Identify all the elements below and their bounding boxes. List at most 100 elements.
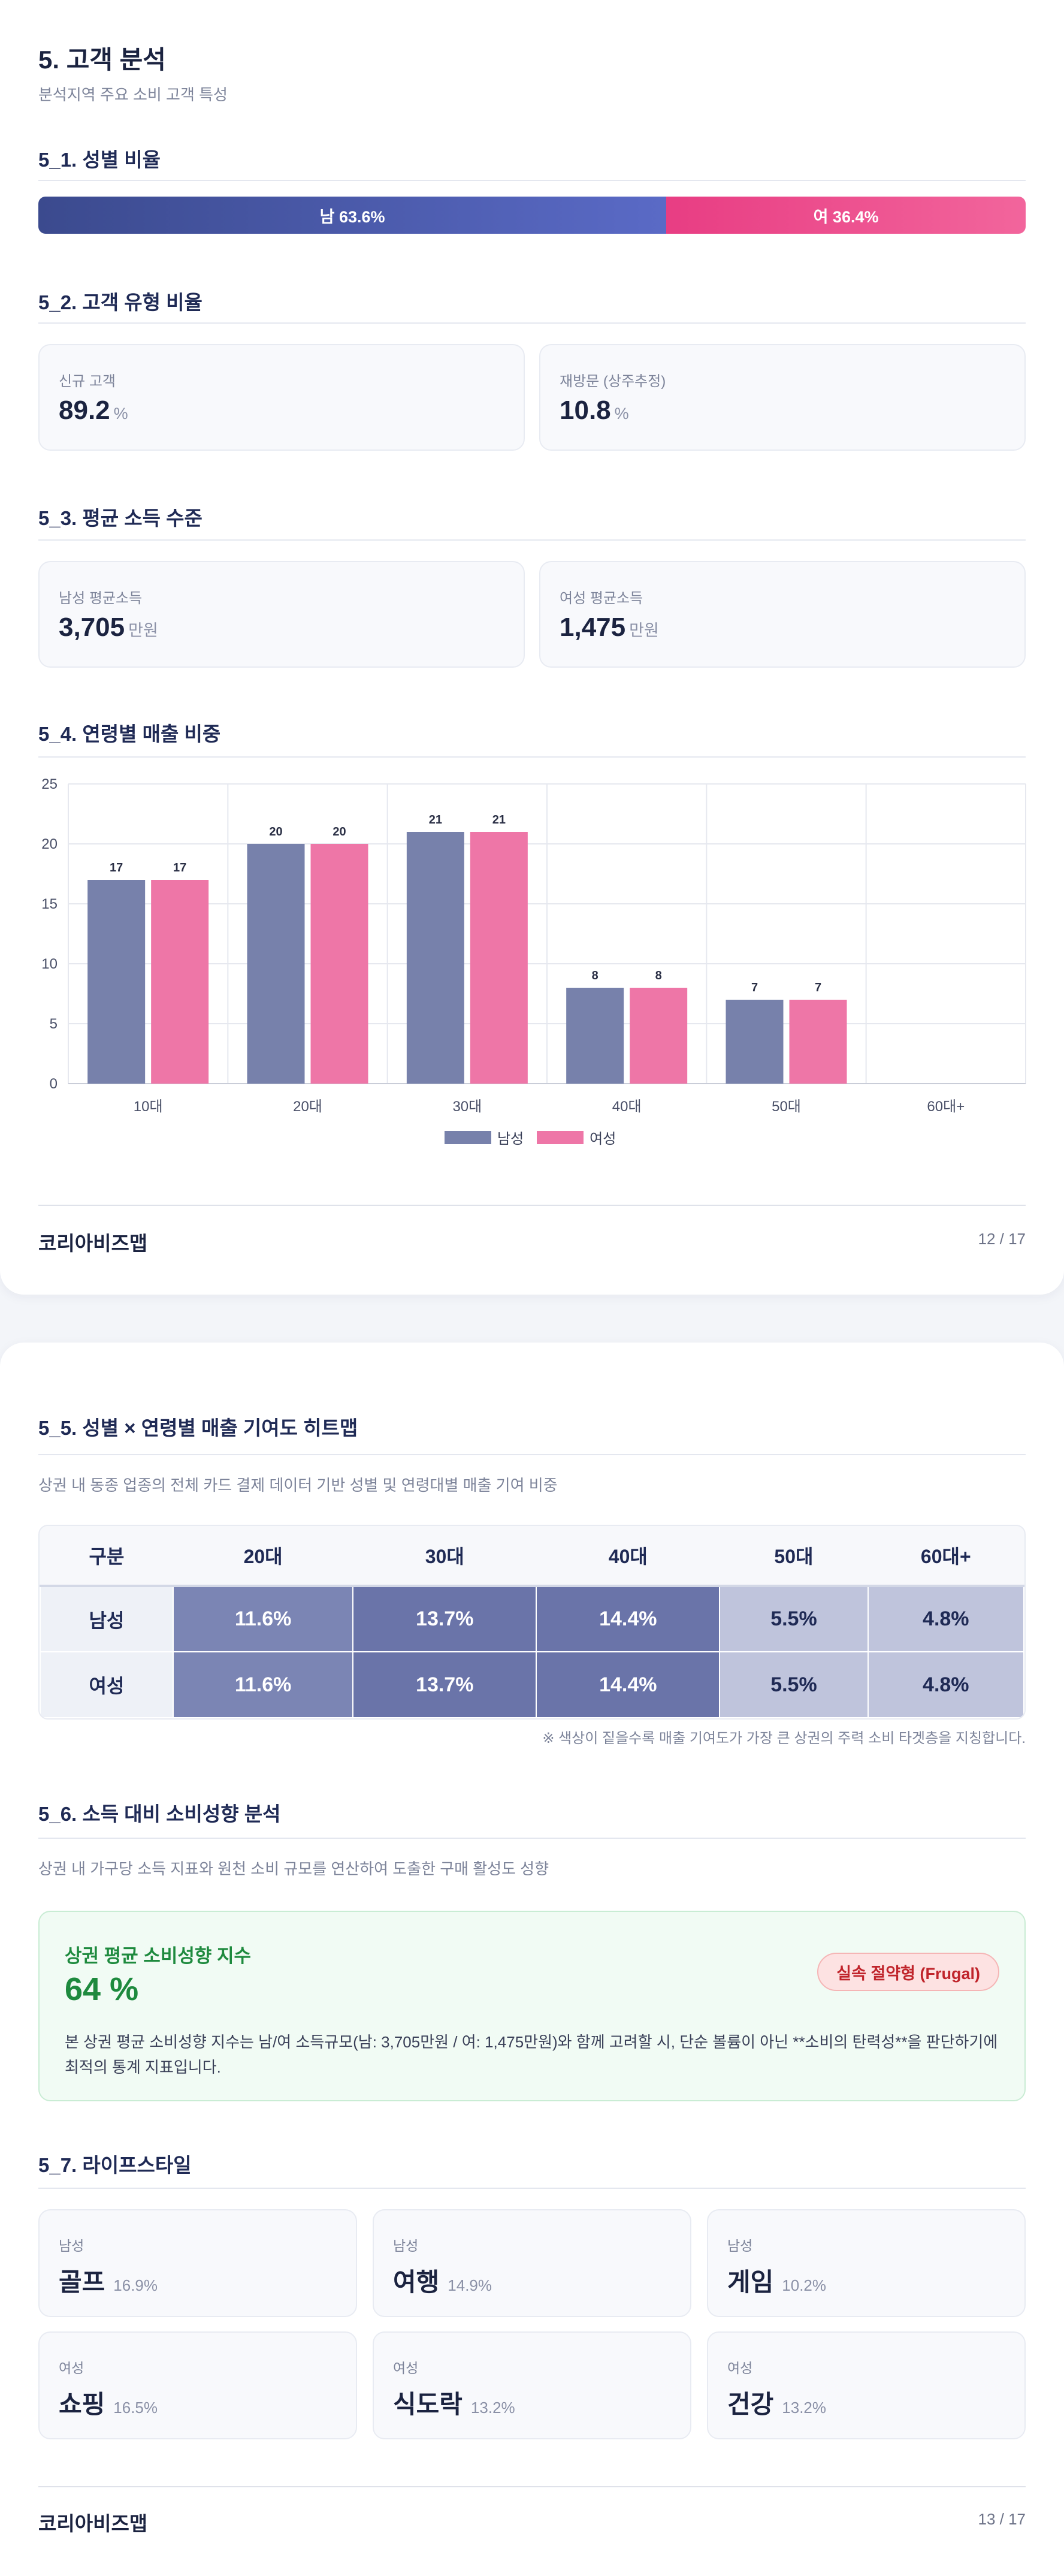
section-divider [38, 539, 1026, 541]
spending-title: 5_6. 소득 대비 소비성향 분석 [38, 1803, 281, 1825]
lifestyle-name: 건강 [727, 2390, 774, 2418]
new-customer-card: 신규 고객 89.2% [38, 344, 525, 451]
heatmap-cell: 5.5% [719, 1585, 869, 1652]
lifestyle-card: 여성 식도락 13.2% [373, 2331, 691, 2439]
bar-data-label: 21 [492, 813, 506, 827]
card-unit: 만원 [128, 622, 158, 640]
lifestyle-name: 여행 [393, 2268, 440, 2296]
lifestyle-percent: 13.2% [470, 2399, 515, 2417]
heatmap-col-header: 20대 [173, 1526, 353, 1586]
heatmap-note: ※ 색상이 짙을수록 매출 기여도가 가장 큰 상권의 주력 소비 타겟층을 지… [542, 1730, 1026, 1747]
heatmap-row-female: 여성 11.6% 13.7% 14.4% 5.5% 4.8% [40, 1651, 1024, 1718]
lifestyle-gender: 남성 [59, 2238, 84, 2254]
section-divider [38, 756, 1026, 758]
bar-data-label: 8 [655, 969, 662, 982]
card-value: 89.2 [59, 396, 110, 425]
footer-brand: 코리아비즈맵 [38, 2512, 148, 2535]
gender-ratio-title: 5_1. 성별 비율 [38, 149, 161, 171]
card-label: 여성 평균소득 [560, 590, 643, 607]
heatmap-table: 구분 20대 30대 40대 50대 60대+ 남성 11.6% 13.7% 1… [40, 1526, 1024, 1718]
y-tick-label: 0 [50, 1076, 58, 1092]
heatmap-corner-header: 구분 [40, 1526, 173, 1586]
heatmap-row-header: 여성 [40, 1651, 174, 1718]
heatmap-cell: 4.8% [867, 1651, 1024, 1718]
y-tick-label: 5 [50, 1016, 58, 1032]
card-label: 재방문 (상주추정) [560, 373, 666, 390]
heatmap-col-header: 30대 [353, 1526, 537, 1586]
card-unit: % [614, 405, 629, 423]
lifestyle-gender: 여성 [59, 2360, 84, 2376]
age-sales-title: 5_4. 연령별 매출 비중 [38, 723, 221, 745]
male-income-card: 남성 평균소득 3,705 만원 [38, 561, 525, 668]
x-tick-label: 60대+ [927, 1099, 965, 1115]
lifestyle-percent: 16.9% [113, 2276, 158, 2294]
lifestyle-gender: 여성 [727, 2360, 753, 2376]
heatmap-row-male: 남성 11.6% 13.7% 14.4% 5.5% 4.8% [40, 1585, 1024, 1652]
footer-divider [38, 1205, 1026, 1206]
footer-divider [38, 2486, 1026, 2487]
bar-data-label: 7 [815, 981, 821, 994]
card-unit: 만원 [629, 622, 659, 640]
chart-legend: 남성 여성 [445, 1127, 616, 1148]
page-number: 12 / 17 [978, 1230, 1026, 1248]
lifestyle-name: 쇼핑 [59, 2390, 105, 2418]
y-tick-label: 25 [41, 776, 58, 792]
heatmap-cell: 5.5% [719, 1651, 869, 1718]
bar-male [87, 880, 146, 1084]
x-tick-label: 10대 [134, 1099, 163, 1115]
heatmap-col-header: 40대 [536, 1526, 720, 1586]
page-subtitle: 분석지역 주요 소비 고객 특성 [38, 86, 228, 104]
female-income-card: 여성 평균소득 1,475 만원 [539, 561, 1026, 668]
returning-customer-card: 재방문 (상주추정) 10.8% [539, 344, 1026, 451]
legend-item-male: 남성 [445, 1127, 524, 1148]
heatmap-cell: 4.8% [867, 1585, 1024, 1652]
heatmap-header-row: 구분 20대 30대 40대 50대 60대+ [40, 1526, 1024, 1586]
y-tick-label: 20 [41, 836, 58, 852]
income-level-title: 5_3. 평균 소득 수준 [38, 507, 202, 529]
lifestyle-percent: 10.2% [782, 2276, 827, 2294]
lifestyle-gender: 남성 [393, 2238, 419, 2254]
chart-grid [68, 783, 1026, 1084]
lifestyle-card: 여성 쇼핑 16.5% [38, 2331, 357, 2439]
lifestyle-title: 5_7. 라이프스타일 [38, 2154, 192, 2176]
y-tick-label: 15 [41, 896, 58, 912]
lifestyle-card: 남성 여행 14.9% [373, 2209, 691, 2317]
bar-female [630, 988, 688, 1084]
bar-data-label: 20 [332, 825, 346, 838]
bar-male [566, 988, 624, 1084]
bar-female [470, 832, 528, 1084]
heatmap-cell: 13.7% [352, 1651, 537, 1718]
lifestyle-name: 게임 [727, 2268, 774, 2296]
lifestyle-percent: 13.2% [782, 2399, 827, 2417]
bar-data-label: 7 [751, 981, 758, 994]
footer-brand: 코리아비즈맵 [38, 1232, 148, 1254]
card-unit: % [113, 405, 128, 423]
card-label: 신규 고객 [59, 373, 116, 390]
section-divider [38, 322, 1026, 324]
heatmap-title: 5_5. 성별 × 연령별 매출 기여도 히트맵 [38, 1417, 358, 1439]
report-page-12: 5. 고객 분석 분석지역 주요 소비 고객 특성 5_1. 성별 비율 남 6… [0, 0, 1064, 1295]
lifestyle-card: 남성 게임 10.2% [707, 2209, 1026, 2317]
lifestyle-gender: 남성 [727, 2238, 753, 2254]
heatmap-cell: 14.4% [536, 1585, 721, 1652]
bar-data-label: 17 [110, 861, 123, 874]
spending-subtitle: 상권 내 가구당 소득 지표와 원천 소비 규모를 연산하여 도출한 구매 활성… [38, 1860, 549, 1878]
bar-female [151, 880, 209, 1084]
gender-ratio-bar: 남 63.6% 여 36.4% [38, 197, 1026, 234]
bar-data-label: 8 [592, 969, 598, 982]
bar-male [247, 844, 305, 1084]
lifestyle-card: 남성 골프 16.9% [38, 2209, 357, 2317]
spending-index-description: 본 상권 평균 소비성향 지수는 남/여 소득규모(남: 3,705만원 / 여… [65, 2033, 998, 2076]
lifestyle-name: 골프 [59, 2268, 105, 2296]
bar-female [310, 844, 368, 1084]
bar-male [726, 1000, 784, 1084]
female-share-segment: 여 36.4% [666, 197, 1026, 234]
section-divider [38, 1838, 1026, 1839]
spending-index-panel: 상권 평균 소비성향 지수 64 % 실속 절약형 (Frugal) 본 상권 … [38, 1911, 1026, 2101]
legend-label-male: 남성 [497, 1131, 524, 1147]
x-tick-label: 50대 [772, 1099, 801, 1115]
lifestyle-card: 여성 건강 13.2% [707, 2331, 1026, 2439]
x-tick-label: 40대 [612, 1099, 642, 1115]
customer-type-title: 5_2. 고객 유형 비율 [38, 291, 202, 313]
heatmap-row-header: 남성 [40, 1585, 174, 1652]
